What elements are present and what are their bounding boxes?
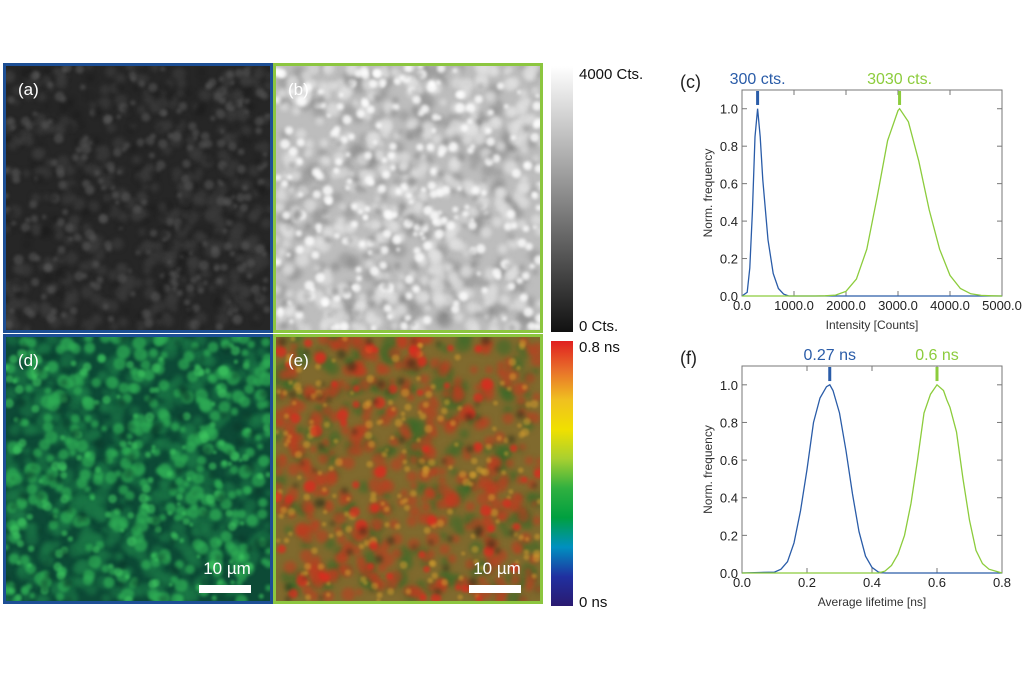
intensity-map-b: [276, 66, 540, 330]
y-tick-label: 0.8: [720, 415, 738, 430]
scale-bar-label: 10 µm: [473, 559, 521, 578]
x-tick-label: 0.4: [863, 575, 881, 590]
peak-label: 3030 cts.: [867, 71, 932, 88]
series-line-1: [741, 383, 1002, 574]
panel-label-b: (b): [288, 80, 309, 99]
y-tick-label: 1.0: [720, 378, 738, 393]
y-tick-label: 0.2: [720, 252, 738, 267]
panel-e-lifetime-image: (e) 10 µm: [273, 334, 543, 604]
y-axis-label: Norm. frequency: [701, 149, 715, 238]
scale-bar: [199, 585, 251, 593]
lifetime-map-d: [6, 337, 270, 601]
intensity-colorbar-max: 4000 Cts.: [579, 66, 644, 83]
scale-bar: [469, 585, 521, 593]
peak-label: 300 cts.: [730, 71, 786, 88]
lifetime-map-e: [276, 337, 540, 601]
y-tick-label: 1.0: [720, 102, 738, 117]
y-tick-label: 0.4: [720, 214, 738, 229]
panel-label-e: (e): [288, 351, 309, 370]
y-tick-label: 0.4: [720, 491, 738, 506]
x-axis-label: Intensity [Counts]: [826, 318, 919, 332]
x-tick-label: 0.0: [733, 298, 751, 313]
x-tick-label: 0.8: [993, 575, 1011, 590]
y-tick-label: 0.6: [720, 177, 738, 192]
peak-label: 0.27 ns: [804, 347, 856, 364]
x-tick-label: 0.6: [928, 575, 946, 590]
y-tick-label: 0.8: [720, 139, 738, 154]
plot-frame: [741, 89, 1003, 297]
x-tick-label: 5000.0: [982, 298, 1022, 313]
series-line-2: [742, 107, 1003, 297]
x-tick-label: 3000.0: [878, 298, 918, 313]
x-tick-label: 0.2: [798, 575, 816, 590]
scale-bar-label: 10 µm: [203, 559, 251, 578]
panel-d-lifetime-image: (d) 10 µm: [3, 334, 273, 604]
series-line-1: [741, 108, 1002, 297]
panel-label: (c): [680, 72, 701, 92]
x-tick-label: 0.0: [733, 575, 751, 590]
y-tick-label: 0.0: [720, 289, 738, 304]
panel-label-a: (a): [18, 80, 39, 99]
intensity-map-a: [6, 66, 270, 330]
y-tick-label: 0.6: [720, 453, 738, 468]
lifetime-colorbar: [551, 341, 573, 606]
y-tick-label: 0.0: [720, 566, 738, 581]
plot-frame: [741, 365, 1003, 574]
series-line-2: [742, 383, 1003, 574]
x-tick-label: 2000.0: [826, 298, 866, 313]
lifetime-colorbar-max: 0.8 ns: [579, 339, 620, 356]
panel-label: (f): [680, 348, 697, 368]
x-tick-label: 4000.0: [930, 298, 970, 313]
lifetime-colorbar-min: 0 ns: [579, 594, 608, 611]
peak-label: 0.6 ns: [915, 347, 959, 364]
intensity-colorbar: [551, 66, 573, 332]
x-tick-label: 1000.0: [774, 298, 814, 313]
y-axis-label: Norm. frequency: [701, 425, 715, 514]
y-tick-label: 0.2: [720, 528, 738, 543]
panel-label-d: (d): [18, 351, 39, 370]
intensity-colorbar-min: 0 Cts.: [579, 318, 619, 335]
x-axis-label: Average lifetime [ns]: [818, 595, 927, 609]
panel-a-intensity-image: (a): [3, 63, 273, 333]
panel-b-intensity-image: (b): [273, 63, 543, 333]
